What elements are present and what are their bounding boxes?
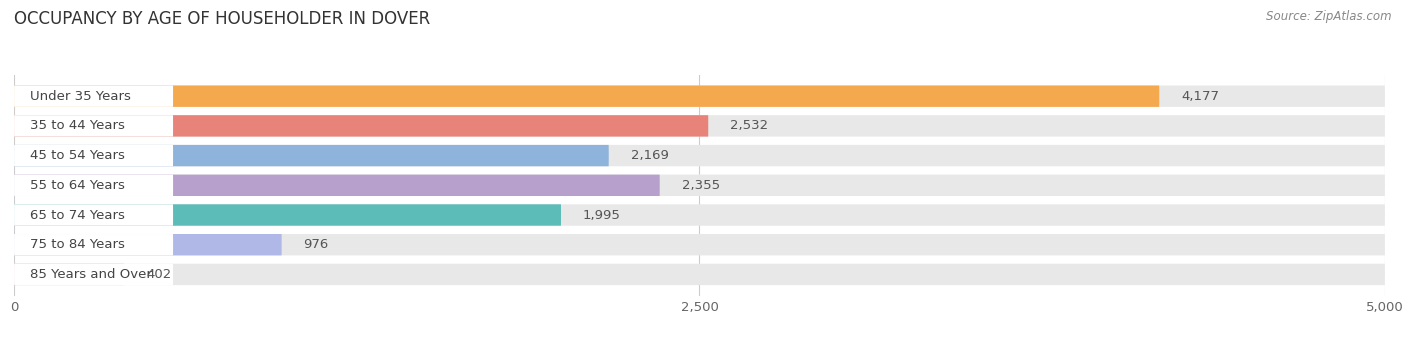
FancyBboxPatch shape <box>14 175 1385 196</box>
FancyBboxPatch shape <box>14 145 1385 166</box>
Text: 75 to 84 Years: 75 to 84 Years <box>30 238 125 251</box>
Text: 4,177: 4,177 <box>1181 90 1219 103</box>
FancyBboxPatch shape <box>14 85 173 107</box>
FancyBboxPatch shape <box>14 264 124 285</box>
FancyBboxPatch shape <box>14 234 1385 255</box>
FancyBboxPatch shape <box>14 234 173 255</box>
FancyBboxPatch shape <box>14 204 173 226</box>
FancyBboxPatch shape <box>14 204 561 226</box>
Text: OCCUPANCY BY AGE OF HOUSEHOLDER IN DOVER: OCCUPANCY BY AGE OF HOUSEHOLDER IN DOVER <box>14 10 430 28</box>
Text: 402: 402 <box>146 268 172 281</box>
Text: 55 to 64 Years: 55 to 64 Years <box>30 179 125 192</box>
Text: 35 to 44 Years: 35 to 44 Years <box>30 119 125 132</box>
FancyBboxPatch shape <box>14 234 281 255</box>
Text: 2,169: 2,169 <box>631 149 668 162</box>
FancyBboxPatch shape <box>14 115 709 137</box>
Text: Source: ZipAtlas.com: Source: ZipAtlas.com <box>1267 10 1392 23</box>
Text: 45 to 54 Years: 45 to 54 Years <box>30 149 125 162</box>
FancyBboxPatch shape <box>14 145 609 166</box>
FancyBboxPatch shape <box>14 175 659 196</box>
FancyBboxPatch shape <box>14 264 1385 285</box>
FancyBboxPatch shape <box>14 264 173 285</box>
FancyBboxPatch shape <box>14 145 173 166</box>
FancyBboxPatch shape <box>14 175 173 196</box>
FancyBboxPatch shape <box>14 115 1385 137</box>
Text: 976: 976 <box>304 238 329 251</box>
Text: 2,355: 2,355 <box>682 179 720 192</box>
Text: 65 to 74 Years: 65 to 74 Years <box>30 208 125 221</box>
FancyBboxPatch shape <box>14 204 1385 226</box>
FancyBboxPatch shape <box>14 85 1385 107</box>
Text: 85 Years and Over: 85 Years and Over <box>30 268 152 281</box>
Text: 2,532: 2,532 <box>730 119 768 132</box>
FancyBboxPatch shape <box>14 115 173 137</box>
Text: 1,995: 1,995 <box>583 208 621 221</box>
FancyBboxPatch shape <box>14 85 1160 107</box>
Text: Under 35 Years: Under 35 Years <box>30 90 131 103</box>
